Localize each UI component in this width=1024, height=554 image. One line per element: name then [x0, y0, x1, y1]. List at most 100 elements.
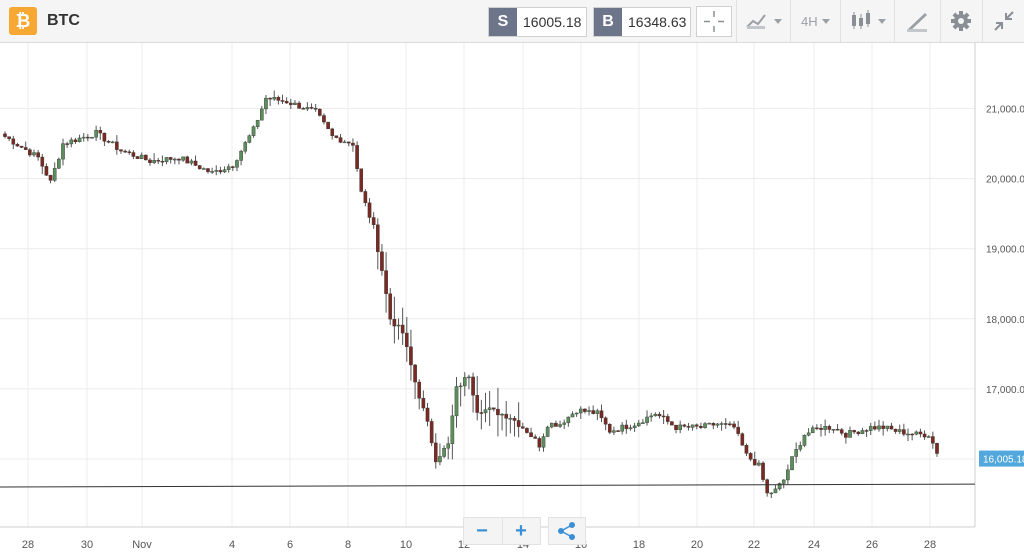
- candle-body: [139, 154, 144, 159]
- candle-body: [164, 157, 169, 162]
- candle-body: [301, 108, 306, 110]
- candle-body: [475, 395, 480, 413]
- candle-body: [761, 462, 765, 480]
- candle-body: [371, 217, 376, 226]
- candle-body: [690, 424, 695, 428]
- share-button[interactable]: [548, 517, 586, 545]
- candle-body: [545, 426, 550, 437]
- candle-body: [831, 429, 836, 431]
- candle-body: [790, 456, 794, 471]
- candle-body: [400, 324, 405, 334]
- candle-body: [32, 152, 36, 156]
- candle-body: [127, 151, 132, 153]
- settings-icon: [951, 11, 971, 31]
- candle-body: [852, 430, 856, 433]
- buy-price-button[interactable]: B 16348.63: [593, 7, 691, 37]
- candle-body: [728, 423, 732, 426]
- candle-body: [413, 364, 417, 383]
- candle-body: [313, 108, 318, 110]
- candle-body: [479, 412, 484, 414]
- candle-body: [189, 160, 194, 164]
- chevron-down-icon: [822, 19, 830, 24]
- price-chart[interactable]: 2830Nov4681012141618202224262821,000.002…: [0, 43, 1024, 554]
- candle-body: [330, 128, 335, 136]
- candle-body: [173, 158, 177, 161]
- buy-tag: B: [594, 8, 622, 36]
- chart-type-icon: [746, 14, 782, 29]
- candle-body: [347, 141, 351, 144]
- candle-body: [893, 428, 898, 432]
- candle-body: [864, 430, 869, 432]
- candle-body: [748, 453, 753, 460]
- candle-body: [533, 436, 538, 439]
- x-tick-label: 4: [229, 539, 235, 551]
- sell-price-button[interactable]: S 16005.18: [488, 7, 587, 37]
- candle-body: [699, 426, 703, 428]
- candle-body: [616, 430, 620, 432]
- x-tick-label: Nov: [132, 539, 152, 551]
- collapse-icon: [994, 11, 1014, 31]
- candle-body: [612, 430, 616, 433]
- candle-body: [839, 429, 844, 434]
- candle-body: [558, 424, 562, 427]
- candle-body: [516, 420, 521, 427]
- candle-body: [657, 413, 662, 417]
- crosshair-button[interactable]: [696, 6, 732, 37]
- instrument-symbol: BTC: [47, 12, 80, 29]
- candle-body: [404, 332, 409, 348]
- draw-tool-icon: [907, 13, 927, 32]
- candle-body: [715, 423, 720, 426]
- candle-body: [446, 443, 451, 449]
- candle-body: [578, 408, 583, 414]
- candle-body: [574, 412, 579, 415]
- candle-body: [61, 143, 65, 160]
- candle-body: [110, 141, 115, 144]
- candle-body: [562, 422, 566, 425]
- draw-tool-button[interactable]: [894, 0, 939, 42]
- candle-body: [856, 431, 861, 435]
- candle-body: [786, 469, 790, 481]
- candle-body: [7, 136, 11, 140]
- x-tick-label: 20: [691, 539, 703, 551]
- zoom-out-button[interactable]: −: [476, 520, 488, 542]
- candle-body: [732, 423, 736, 428]
- candle-body: [202, 168, 206, 170]
- collapse-button[interactable]: [982, 0, 1024, 42]
- candle-body: [309, 107, 314, 109]
- candle-body: [483, 409, 488, 414]
- candle-body: [77, 137, 82, 143]
- candle-body: [541, 436, 546, 448]
- x-tick-label: 28: [22, 539, 34, 551]
- candle-body: [135, 156, 140, 159]
- candle-body: [467, 376, 471, 379]
- candle-body: [425, 407, 430, 422]
- timeframe-select[interactable]: 4H: [790, 0, 839, 42]
- candle-body: [218, 170, 223, 173]
- candle-body: [52, 168, 57, 181]
- y-tick-label: 19,000.00: [986, 245, 1024, 256]
- bitcoin-logo-icon: ₿: [9, 7, 37, 35]
- candle-body: [376, 224, 380, 253]
- candle-body: [81, 136, 86, 139]
- candle-body: [719, 423, 724, 425]
- candle-body: [433, 442, 438, 463]
- candle-body: [653, 413, 658, 417]
- zoom-in-button[interactable]: +: [502, 518, 539, 544]
- candle-body: [392, 318, 397, 327]
- candle-body: [177, 158, 181, 161]
- candle-body: [914, 431, 919, 435]
- candle-body: [806, 432, 811, 436]
- indicators-button[interactable]: [840, 0, 893, 42]
- candle-body: [23, 147, 28, 150]
- candle-body: [458, 385, 463, 388]
- chart-type-button[interactable]: [736, 0, 789, 42]
- indicator-icon: [852, 10, 886, 29]
- candle-body: [599, 410, 604, 419]
- candle-body: [665, 416, 670, 422]
- settings-button[interactable]: [940, 0, 981, 42]
- candle-body: [40, 156, 45, 167]
- candle-body: [239, 150, 243, 161]
- toolbar: ₿ BTC S 16005.18 B 16348.63 4H: [0, 0, 1024, 43]
- candle-body: [906, 433, 910, 436]
- candle-body: [777, 483, 782, 490]
